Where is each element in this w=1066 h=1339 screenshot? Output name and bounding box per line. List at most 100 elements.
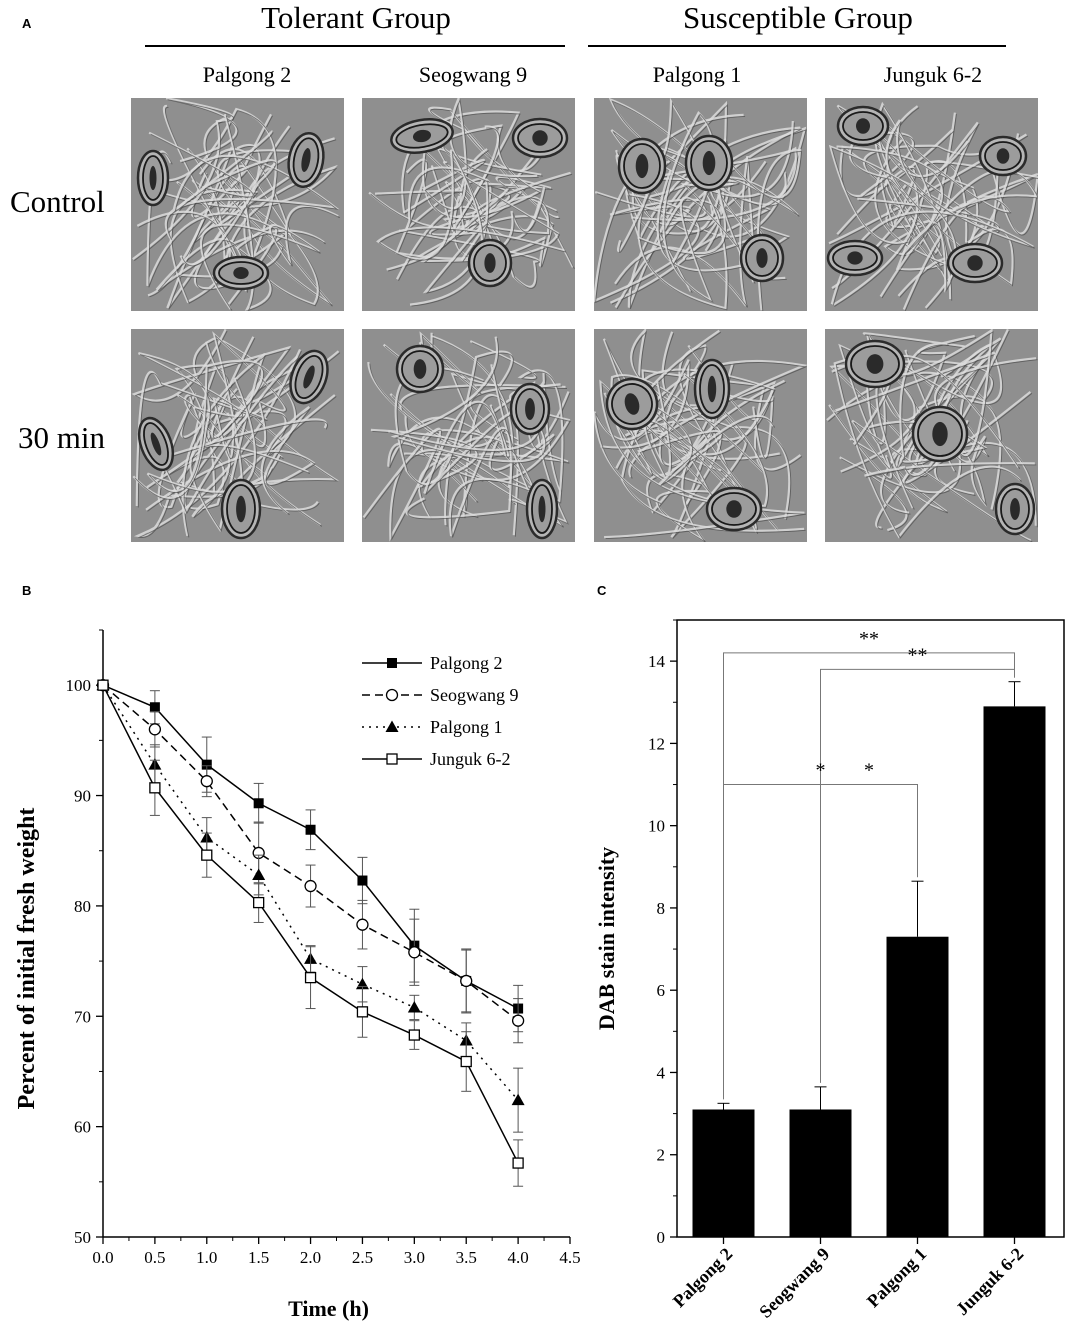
stoma-1	[136, 149, 170, 207]
x-tick-label: Seogwang 9	[755, 1244, 833, 1322]
y-tick-label: 100	[66, 676, 92, 695]
x-axis-label: Time (h)	[288, 1296, 369, 1321]
marker	[201, 759, 212, 770]
stoma-3	[705, 486, 763, 532]
stoma-3	[739, 233, 785, 283]
legend-label: Palgong 1	[430, 717, 503, 737]
bracket-line	[820, 784, 918, 1083]
marker	[149, 782, 161, 794]
x-tick-label: 1.5	[248, 1248, 269, 1267]
y-tick-label: 8	[657, 899, 666, 918]
y-tick-label: 70	[74, 1007, 91, 1026]
stoma-4	[946, 242, 1004, 284]
marker	[460, 1055, 472, 1068]
marker	[148, 723, 162, 736]
y-tick-label: 0	[657, 1228, 666, 1247]
marker	[408, 1029, 420, 1041]
legend-label: Seogwang 9	[430, 685, 519, 705]
stoma-1	[617, 137, 667, 195]
marker	[386, 753, 398, 765]
stoma-2	[509, 382, 551, 436]
cultivar-label-junguk-6-2: Junguk 6-2	[883, 62, 983, 87]
stoma-1	[395, 344, 445, 394]
cultivar-label-seogwang-9: Seogwang 9	[418, 62, 528, 87]
x-tick-label: 4.0	[507, 1248, 528, 1267]
stoma-3	[467, 238, 513, 288]
y-axis-label: Percent of initial fresh weight	[14, 808, 40, 1110]
x-tick-label: 0.5	[144, 1248, 165, 1267]
stoma-1	[844, 339, 906, 389]
stoma-1	[137, 416, 175, 472]
susceptible-group-line	[588, 45, 1006, 47]
y-axis-label: DAB stain intensity	[594, 847, 619, 1030]
micrograph-palgong-2-30-min	[131, 329, 344, 542]
micrograph-junguk-6-2-control	[825, 98, 1038, 311]
bar-junguk-6-2	[983, 706, 1046, 1237]
y-tick-label: 50	[74, 1228, 91, 1247]
x-tick-label: 2.0	[300, 1248, 321, 1267]
stoma-2	[978, 135, 1028, 177]
y-tick-label: 10	[648, 817, 665, 836]
marker	[357, 875, 368, 886]
stoma-3	[212, 255, 270, 291]
bar-seogwang-9	[789, 1109, 852, 1237]
marker	[97, 679, 109, 691]
series-junguk-6-2: Junguk 6-2	[97, 679, 524, 1187]
x-tick-label: 1.0	[196, 1248, 217, 1267]
significance-label: *	[864, 760, 874, 782]
significance-label: **	[859, 628, 879, 650]
x-tick-label: Palgong 2	[669, 1244, 737, 1312]
cultivar-label-palgong-1: Palgong 1	[652, 62, 742, 87]
legend-label: Junguk 6-2	[430, 749, 511, 769]
plot-frame	[676, 619, 1065, 1238]
y-tick-label: 90	[74, 787, 91, 806]
marker	[460, 974, 473, 988]
bracket-line	[723, 652, 1015, 1100]
x-tick-label: Palgong 1	[863, 1244, 931, 1312]
stoma-2	[693, 358, 731, 420]
panel-letter-b: B	[22, 583, 32, 598]
micrograph-palgong-2-control	[131, 98, 344, 311]
dab-stain-bar-chart: 0 2 4 6 8 10 12 14 DAB stain intensity Palgong 2 S…	[594, 619, 1065, 1322]
marker	[253, 798, 264, 809]
stoma-3	[525, 478, 559, 540]
marker	[200, 775, 213, 788]
stoma-2	[287, 131, 325, 189]
marker	[253, 896, 265, 909]
stoma-2	[289, 349, 329, 405]
marker	[356, 918, 369, 931]
marker	[356, 1006, 369, 1018]
micrograph-palgong-1-30-min	[594, 329, 807, 542]
y-tick-label: 60	[74, 1118, 91, 1137]
marker	[385, 688, 399, 702]
tolerant-group-title: Tolerant Group	[261, 0, 451, 35]
x-tick-label: 3.0	[404, 1248, 425, 1267]
stoma-2	[911, 405, 969, 463]
row-label-control: Control	[10, 184, 105, 219]
susceptible-group-title: Susceptible Group	[683, 0, 913, 35]
stoma-1	[836, 105, 890, 147]
x-tick-label: 2.5	[352, 1248, 373, 1267]
significance-bracket: *	[820, 760, 918, 1083]
y-tick-label: 2	[657, 1146, 666, 1165]
stoma-2	[684, 134, 734, 192]
y-tick-label: 80	[74, 897, 91, 916]
marker	[385, 720, 399, 732]
y-tick-label: 4	[657, 1063, 666, 1082]
tolerant-group-line	[145, 45, 565, 47]
x-tick-label: 0.0	[92, 1248, 113, 1267]
stoma-2	[511, 117, 569, 159]
significance-label: **	[908, 644, 928, 666]
stoma-3	[826, 239, 884, 277]
marker	[304, 879, 317, 893]
stoma-1	[605, 377, 659, 431]
marker	[149, 702, 160, 713]
row-label-30-min: 30 min	[18, 420, 105, 455]
micrograph-junguk-6-2-30-min	[825, 329, 1038, 542]
x-tick-label: 3.5	[456, 1248, 477, 1267]
marker	[252, 868, 266, 881]
y-tick-label: 14	[648, 652, 666, 671]
micrograph-seogwang-9-30-min	[362, 329, 575, 542]
marker	[512, 1157, 524, 1169]
significance-label: *	[816, 760, 826, 782]
